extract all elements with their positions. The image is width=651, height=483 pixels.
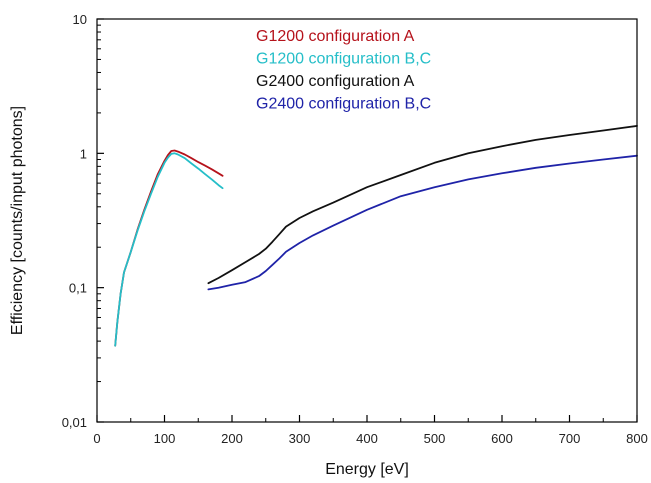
x-tick-label: 500 [424,431,446,446]
y-axis-ticks: 0,01 0,1 1 10 [62,12,104,430]
legend-entry-2: G1200 configuration B,C [256,51,431,68]
x-tick-label: 800 [626,431,648,446]
x-axis-title: Energy [eV] [325,461,409,478]
legend-entry-1: G1200 configuration A [256,28,415,45]
x-axis-ticks: 0 100 200 300 400 500 600 700 800 [93,415,648,446]
legend: G1200 configuration A G1200 configuration… [256,28,431,113]
series-line-3 [207,125,638,285]
legend-entry-4: G2400 configuration B,C [256,96,431,113]
x-tick-label: 700 [559,431,581,446]
x-tick-label: 400 [356,431,378,446]
y-tick-label: 1 [80,146,87,161]
x-tick-label: 100 [154,431,176,446]
plot-lines [114,125,638,347]
y-tick-label: 0,1 [69,281,87,296]
legend-entry-3: G2400 configuration A [256,73,415,90]
y-tick-label: 0,01 [62,415,87,430]
y-tick-label: 10 [73,12,87,27]
series-line-4 [207,154,638,291]
series-line-2 [114,152,224,347]
x-tick-label: 200 [221,431,243,446]
x-tick-label: 300 [289,431,311,446]
x-tick-label: 600 [491,431,513,446]
x-tick-label: 0 [93,431,100,446]
y-axis-title: Efficiency [counts/input photons] [9,106,26,335]
